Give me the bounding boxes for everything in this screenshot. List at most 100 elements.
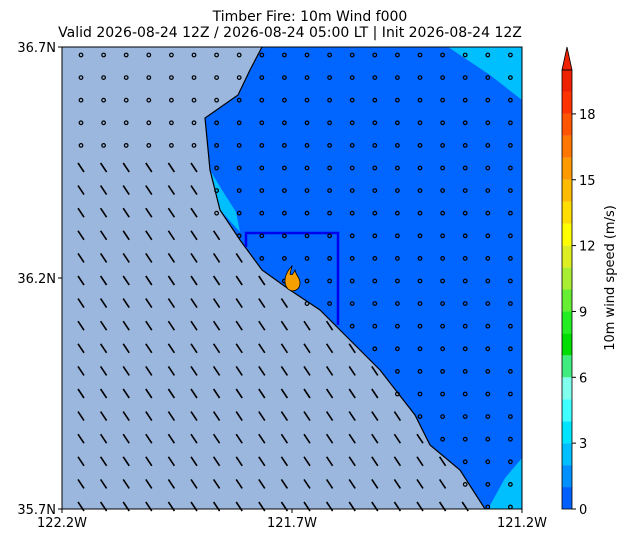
- calm-marker: [395, 97, 400, 103]
- calm-marker: [508, 52, 513, 58]
- wind-barb: [371, 478, 379, 489]
- calm-marker: [101, 120, 106, 126]
- wind-barb: [190, 343, 198, 354]
- wind-barb: [99, 478, 108, 489]
- colorbar-bin: [562, 289, 572, 312]
- wind-barb: [303, 478, 311, 489]
- calm-marker: [485, 278, 491, 284]
- wind-barb: [77, 298, 85, 309]
- calm-marker: [485, 301, 491, 307]
- calm-marker: [462, 346, 468, 352]
- calm-marker: [236, 188, 242, 194]
- calm-marker: [508, 323, 513, 329]
- calm-marker: [123, 120, 129, 126]
- wind-barb: [122, 185, 130, 196]
- colorbar-bin: [562, 267, 572, 290]
- wind-barb: [99, 411, 108, 422]
- calm-marker: [462, 301, 468, 307]
- colorbar-tick-label: 12: [579, 240, 596, 255]
- wind-barb: [190, 162, 198, 173]
- calm-marker: [349, 52, 355, 58]
- calm-marker: [440, 391, 446, 397]
- wind-barb: [122, 388, 130, 399]
- colorbar-bin: [562, 135, 572, 158]
- calm-marker: [168, 52, 174, 58]
- wind-barb: [167, 162, 176, 173]
- calm-marker: [259, 210, 265, 216]
- wind-barb: [393, 433, 402, 444]
- calm-marker: [508, 278, 513, 284]
- calm-marker: [508, 210, 513, 216]
- wind-barb: [212, 252, 221, 263]
- calm-marker: [372, 142, 378, 148]
- calm-marker: [327, 233, 333, 239]
- calm-marker: [282, 165, 287, 171]
- wind-barb: [167, 365, 176, 376]
- wind-barb: [235, 320, 243, 331]
- fire-box: [244, 231, 340, 325]
- wind-barb: [77, 411, 85, 422]
- calm-marker: [214, 210, 220, 216]
- wind-barb: [122, 343, 130, 354]
- colorbar-extend: [561, 46, 573, 71]
- calm-marker: [508, 301, 513, 307]
- chart-title: Timber Fire: 10m Wind f000: [212, 9, 408, 25]
- wind-barb: [303, 320, 311, 331]
- calm-marker: [508, 482, 513, 487]
- wind-barb: [258, 456, 266, 467]
- calm-marker: [485, 482, 491, 487]
- calm-marker: [395, 391, 400, 397]
- wind-barb: [122, 320, 130, 331]
- calm-marker: [440, 301, 446, 307]
- calm-marker: [282, 120, 287, 126]
- colorbar-bin: [562, 157, 572, 180]
- wind-barb: [145, 365, 153, 376]
- calm-marker: [372, 75, 378, 80]
- colorbar-tick-label: 3: [579, 437, 587, 452]
- calm-marker: [78, 52, 84, 58]
- wind-barb: [99, 343, 108, 354]
- wind-barb: [212, 298, 221, 309]
- calm-marker: [349, 278, 355, 284]
- calm-marker: [327, 165, 333, 171]
- calm-marker: [236, 142, 242, 148]
- y-tick-label: 35.7N: [17, 503, 56, 518]
- wind-barb: [325, 343, 334, 354]
- calm-marker: [440, 346, 446, 352]
- calm-marker: [440, 210, 446, 216]
- chart-subtitle: Valid 2026-08-24 12Z / 2026-08-24 05:00 …: [58, 25, 522, 41]
- calm-marker: [440, 120, 446, 126]
- wind-barb: [99, 298, 108, 309]
- calm-marker: [259, 75, 265, 80]
- wind-barb: [145, 456, 153, 467]
- wind-barb: [258, 320, 266, 331]
- wind-barb: [77, 343, 85, 354]
- calm-marker: [417, 142, 423, 148]
- calm-marker: [304, 278, 310, 284]
- calm-marker: [327, 188, 333, 194]
- calm-marker: [417, 188, 423, 194]
- calm-marker: [282, 52, 287, 58]
- calm-marker: [462, 165, 468, 171]
- wind-barb: [77, 320, 85, 331]
- calm-marker: [259, 142, 265, 148]
- calm-marker: [485, 323, 491, 329]
- calm-marker: [417, 414, 423, 420]
- wind-barb: [77, 478, 85, 489]
- colorbar-frame: [561, 69, 573, 510]
- wind-barb: [280, 433, 289, 444]
- calm-marker: [485, 346, 491, 352]
- colorbar-tick-label: 6: [579, 371, 587, 386]
- wind-barb: [212, 365, 221, 376]
- calm-marker: [508, 369, 513, 374]
- calm-marker: [508, 346, 513, 352]
- calm-marker: [146, 97, 152, 103]
- calm-marker: [440, 75, 446, 80]
- wind-barb: [167, 478, 176, 489]
- wind-barb: [348, 343, 356, 354]
- calm-marker: [440, 188, 446, 194]
- calm-marker: [101, 142, 106, 148]
- wind-barb: [190, 433, 198, 444]
- calm-marker: [395, 301, 400, 307]
- x-tick-label: 121.2W: [497, 516, 547, 531]
